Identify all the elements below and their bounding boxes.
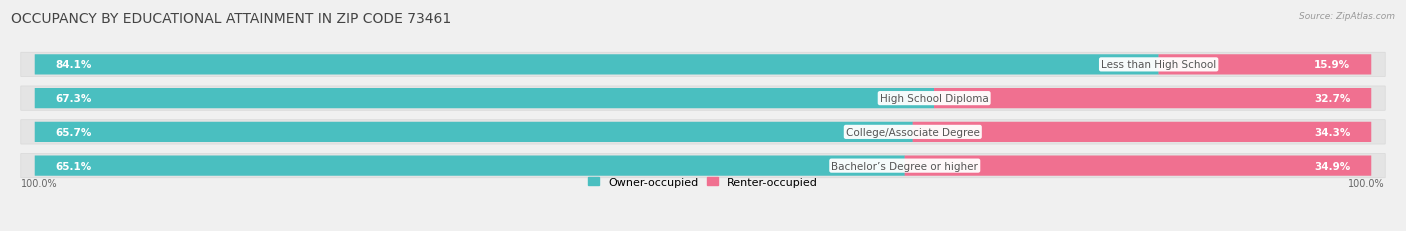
- FancyBboxPatch shape: [1159, 55, 1371, 75]
- FancyBboxPatch shape: [35, 55, 1159, 75]
- Text: 100.0%: 100.0%: [1348, 178, 1385, 188]
- Text: 34.3%: 34.3%: [1313, 127, 1350, 137]
- FancyBboxPatch shape: [21, 87, 1385, 111]
- FancyBboxPatch shape: [904, 156, 1371, 176]
- Text: High School Diploma: High School Diploma: [880, 94, 988, 104]
- Text: Bachelor’s Degree or higher: Bachelor’s Degree or higher: [831, 161, 979, 171]
- Text: 65.1%: 65.1%: [56, 161, 91, 171]
- FancyBboxPatch shape: [35, 156, 905, 176]
- Legend: Owner-occupied, Renter-occupied: Owner-occupied, Renter-occupied: [583, 172, 823, 191]
- Text: 15.9%: 15.9%: [1315, 60, 1350, 70]
- FancyBboxPatch shape: [934, 89, 1371, 109]
- FancyBboxPatch shape: [912, 122, 1371, 142]
- Text: College/Associate Degree: College/Associate Degree: [846, 127, 980, 137]
- FancyBboxPatch shape: [21, 53, 1385, 77]
- Text: Source: ZipAtlas.com: Source: ZipAtlas.com: [1299, 12, 1395, 21]
- Text: Less than High School: Less than High School: [1101, 60, 1216, 70]
- Text: 34.9%: 34.9%: [1315, 161, 1350, 171]
- Text: 67.3%: 67.3%: [56, 94, 93, 104]
- FancyBboxPatch shape: [35, 122, 912, 142]
- Text: 65.7%: 65.7%: [56, 127, 93, 137]
- Text: OCCUPANCY BY EDUCATIONAL ATTAINMENT IN ZIP CODE 73461: OCCUPANCY BY EDUCATIONAL ATTAINMENT IN Z…: [11, 12, 451, 25]
- Text: 32.7%: 32.7%: [1313, 94, 1350, 104]
- FancyBboxPatch shape: [21, 120, 1385, 144]
- Text: 100.0%: 100.0%: [21, 178, 58, 188]
- Text: 84.1%: 84.1%: [56, 60, 93, 70]
- FancyBboxPatch shape: [35, 89, 935, 109]
- FancyBboxPatch shape: [21, 154, 1385, 178]
